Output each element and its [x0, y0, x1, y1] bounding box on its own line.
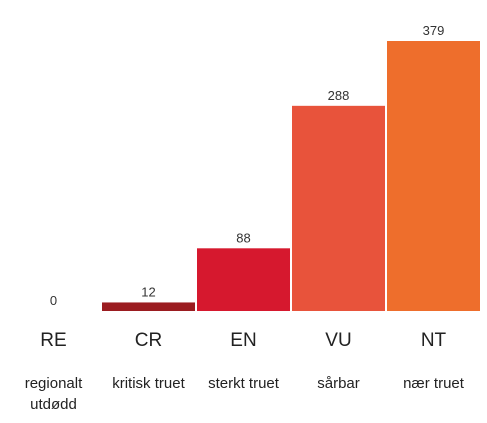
bar	[197, 248, 290, 311]
value-label: 0	[50, 293, 57, 308]
category-code: RE	[40, 330, 67, 351]
category-description: nær truet	[403, 375, 464, 392]
category-description: regionalt utdødd	[24, 375, 83, 413]
bar	[292, 105, 385, 312]
category-code: VU	[325, 330, 352, 351]
value-label: 288	[328, 88, 350, 103]
value-label: 12	[141, 284, 155, 299]
value-label: 379	[423, 23, 445, 38]
category-code: EN	[230, 330, 257, 351]
category-code: CR	[134, 330, 163, 351]
category-description: sårbar	[317, 375, 360, 392]
bar	[387, 41, 480, 311]
value-label: 88	[236, 230, 250, 245]
category-description: sterkt truet	[208, 375, 279, 392]
category-description: kritisk truet	[112, 375, 185, 392]
category-code: NT	[420, 330, 447, 351]
bar	[102, 302, 195, 311]
